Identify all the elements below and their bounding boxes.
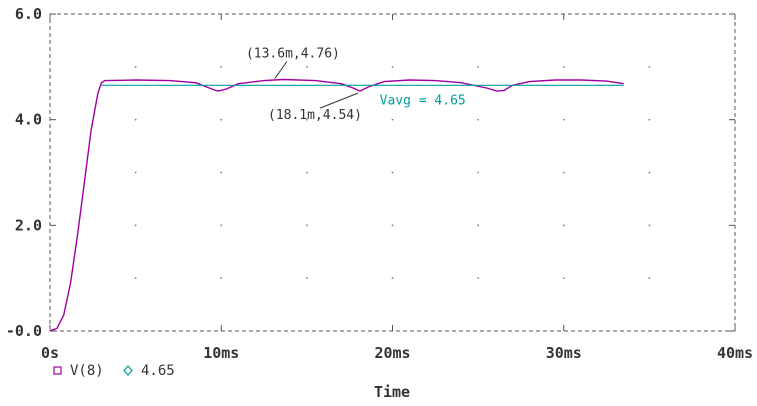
grid-dot — [563, 118, 565, 121]
annotation-layer: (13.6m,4.76) (18.1m,4.54) Vavg = 4.65 — [246, 47, 466, 124]
grid-dot — [220, 66, 222, 68]
grid-dot — [391, 66, 394, 68]
legend-marker-vavg — [123, 365, 133, 376]
grid-dot — [477, 118, 479, 121]
grid-dot — [648, 224, 651, 227]
annotation-vavg-label: Vavg = 4.65 — [380, 93, 466, 108]
grid-dot — [477, 171, 479, 174]
y-tick-label: 2.0 — [15, 216, 42, 234]
grid-dot — [477, 224, 479, 227]
series-line-vout — [49, 78, 624, 332]
grid-dot — [648, 171, 651, 174]
grid-dot — [220, 277, 222, 279]
grid-dot — [391, 224, 394, 227]
grid-dot — [134, 277, 137, 279]
y-tick-label: -0.0 — [6, 322, 42, 340]
grid-dot — [648, 118, 651, 121]
grid-dot — [563, 277, 565, 279]
grid-dot — [648, 277, 651, 279]
x-tick-label: 20ms — [374, 344, 410, 362]
grid-dot — [306, 66, 308, 68]
grid-dot — [134, 66, 137, 68]
x-tick-label: 10ms — [203, 344, 239, 362]
legend-label-vout: V(8) — [70, 363, 104, 379]
grid-dot — [648, 66, 651, 68]
annotation-valley-leader — [319, 92, 359, 109]
grid-dot — [306, 277, 308, 279]
x-tick-label: 40ms — [717, 344, 753, 362]
grid-dot — [134, 118, 137, 121]
grid-dot — [563, 66, 565, 68]
y-tick-label: 6.0 — [15, 5, 42, 23]
grid-dot — [391, 171, 394, 174]
grid-dot — [134, 171, 137, 174]
axis-ticks: 0s 10ms 20ms 30ms 40ms -0.0 2.0 4.0 6.0 — [6, 5, 753, 362]
grid-dot — [134, 224, 137, 227]
grid-dot — [391, 118, 394, 121]
annotation-peak-leader — [274, 61, 288, 79]
annotation-valley-label: (18.1m,4.54) — [268, 108, 362, 123]
grid-dot — [563, 171, 565, 174]
grid-dot — [477, 66, 479, 68]
grid — [134, 66, 651, 279]
grid-dot — [220, 118, 222, 121]
x-tick-label: 0s — [41, 344, 59, 362]
y-tick-label: 4.0 — [15, 111, 42, 129]
grid-dot — [306, 224, 308, 227]
x-tick-label: 30ms — [546, 344, 582, 362]
legend-label-vavg: 4.65 — [141, 363, 175, 379]
legend: V(8) 4.65 — [53, 363, 175, 379]
grid-dot — [306, 118, 308, 121]
grid-dot — [306, 171, 308, 174]
x-axis-title: Time — [374, 383, 410, 401]
grid-dot — [391, 277, 394, 279]
grid-dot — [220, 171, 222, 174]
grid-dot — [220, 224, 222, 227]
grid-dot — [563, 224, 565, 227]
annotation-peak-label: (13.6m,4.76) — [246, 47, 340, 62]
legend-marker-vout — [53, 366, 62, 375]
grid-dot — [477, 277, 479, 279]
series-layer — [49, 78, 624, 332]
